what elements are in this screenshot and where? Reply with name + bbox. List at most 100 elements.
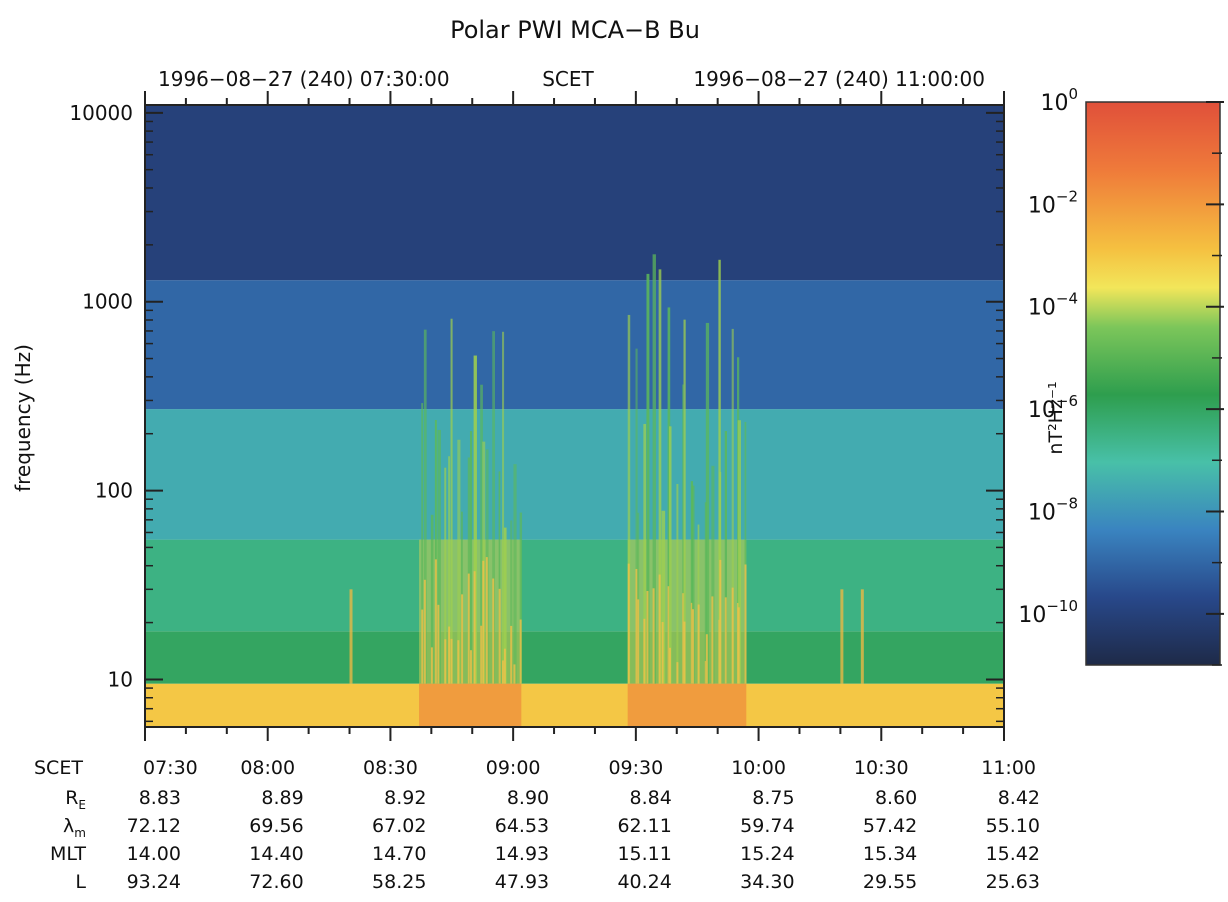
ephemeris-label-time: SCET bbox=[34, 757, 83, 779]
emission-streak-low bbox=[519, 619, 522, 684]
ephemeris-value: 8.84 bbox=[630, 787, 672, 809]
emission-streak-low bbox=[421, 609, 424, 684]
colorbar-tick-label: 10−2 bbox=[1028, 187, 1078, 218]
spectral-band-3 bbox=[145, 409, 1004, 540]
ephemeris-time-value: 09:00 bbox=[486, 757, 541, 779]
ephemeris-value: 69.56 bbox=[249, 815, 303, 837]
emission-streak-low bbox=[503, 648, 506, 684]
axes: 10 100 1000 10000 bbox=[69, 91, 1005, 741]
ephemeris-value: 15.42 bbox=[986, 843, 1040, 865]
emission-streak bbox=[423, 329, 427, 684]
plot-frame bbox=[144, 104, 1005, 728]
emission-streak-low bbox=[690, 602, 693, 684]
colorbar-tick-exponent: 0 bbox=[1068, 85, 1078, 103]
emission-streak bbox=[661, 510, 666, 684]
top-time-end: 1996−08−27 (240) 11:00:00 bbox=[693, 67, 985, 91]
emission-streak-low bbox=[744, 564, 747, 684]
emission-streak-low bbox=[510, 625, 513, 684]
emission-streak-low bbox=[643, 618, 646, 684]
emission-streak bbox=[652, 254, 656, 684]
emission-streak-low bbox=[737, 607, 740, 684]
emission-streak bbox=[697, 524, 700, 684]
ephemeris-value: 8.42 bbox=[998, 787, 1040, 809]
isolated-spike-0 bbox=[349, 589, 353, 684]
colorbar-tick-label: 10−4 bbox=[1028, 290, 1078, 321]
activity-core-1 bbox=[627, 683, 747, 727]
ephemeris-value: 40.24 bbox=[617, 871, 671, 893]
emission-streak bbox=[705, 322, 710, 684]
emission-streak-low bbox=[473, 571, 476, 684]
emission-streak-low bbox=[697, 604, 700, 684]
colorbar-tick-label: 100 bbox=[1040, 85, 1078, 116]
emission-streak bbox=[683, 319, 686, 684]
isolated-spike-2 bbox=[860, 589, 864, 684]
ephemeris-value: 72.60 bbox=[249, 871, 303, 893]
ephemeris-time-value: 08:30 bbox=[363, 757, 418, 779]
top-time-center: SCET bbox=[542, 67, 594, 91]
emission-streak-low bbox=[683, 621, 686, 684]
emission-streak bbox=[473, 355, 477, 684]
emission-streak bbox=[434, 420, 437, 684]
y-tick-label: 10000 bbox=[69, 101, 133, 125]
ephemeris-value: 67.02 bbox=[372, 815, 426, 837]
y-tick-label: 100 bbox=[95, 479, 133, 503]
emission-streak-low bbox=[646, 590, 649, 684]
emission-streak-low bbox=[676, 662, 679, 684]
emission-streak-low bbox=[461, 594, 464, 684]
ephemeris-time-value: 10:00 bbox=[731, 757, 786, 779]
ephemeris-value: 14.70 bbox=[372, 843, 426, 865]
colorbar bbox=[1085, 101, 1221, 666]
emission-streak-low bbox=[719, 559, 722, 684]
emission-streak bbox=[691, 485, 695, 684]
emission-streak bbox=[643, 423, 647, 684]
emission-streak bbox=[658, 269, 662, 684]
emission-streak-low bbox=[658, 574, 661, 684]
colorbar-tick-exponent: −6 bbox=[1056, 392, 1078, 410]
ephemeris-value: 55.10 bbox=[986, 815, 1040, 837]
emission-streak bbox=[492, 331, 496, 684]
ephemeris-row-label: RE bbox=[65, 787, 86, 812]
colorbar-tick-exponent: −4 bbox=[1056, 290, 1078, 308]
emission-streak bbox=[668, 426, 672, 684]
ephemeris-value: 47.93 bbox=[495, 871, 549, 893]
ephemeris-value: 72.12 bbox=[127, 815, 181, 837]
emission-streak bbox=[469, 431, 473, 684]
ephemeris-value: 15.34 bbox=[863, 843, 917, 865]
emission-streak bbox=[450, 318, 453, 684]
emission-streak-low bbox=[492, 578, 495, 684]
emission-streak bbox=[724, 431, 727, 684]
emission-streak bbox=[437, 429, 441, 684]
emission-streak-low bbox=[482, 560, 485, 684]
ephemeris-value: 34.30 bbox=[740, 871, 794, 893]
colorbar-tick-exponent: −8 bbox=[1056, 494, 1078, 512]
ephemeris-value: 57.42 bbox=[863, 815, 917, 837]
emission-streak-low bbox=[705, 634, 708, 684]
colorbar-tick-exponent: −10 bbox=[1046, 597, 1078, 615]
emission-streak bbox=[457, 439, 461, 684]
ephemeris-value: 93.24 bbox=[127, 871, 181, 893]
ephemeris-value: 62.11 bbox=[617, 815, 671, 837]
ephemeris-time-value: 11:00 bbox=[981, 757, 1036, 779]
emission-streak-low bbox=[480, 625, 483, 684]
ephemeris-row-label-sub: E bbox=[78, 798, 86, 812]
emission-streak bbox=[498, 471, 501, 684]
ephemeris-row-label: MLT bbox=[50, 843, 86, 865]
emission-streak bbox=[718, 259, 721, 684]
emission-streak-low bbox=[450, 638, 453, 684]
spectral-band-2 bbox=[145, 539, 1004, 632]
emission-streak-low bbox=[423, 579, 426, 684]
emission-streak bbox=[690, 481, 694, 684]
spectral-band-1 bbox=[145, 631, 1004, 684]
emission-streak-low bbox=[444, 639, 447, 684]
ephemeris-value: 59.74 bbox=[740, 815, 794, 837]
emission-streak bbox=[682, 384, 684, 684]
emission-streak bbox=[711, 465, 715, 684]
emission-streak-low bbox=[724, 597, 727, 684]
ephemeris-value: 14.40 bbox=[249, 843, 303, 865]
ephemeris-table: SCET 07:30 08:00 08:30 09:00 09:30 10:00 10:30 1… bbox=[34, 757, 1040, 893]
emission-streak bbox=[480, 384, 483, 684]
ephemeris-value: 8.90 bbox=[507, 787, 549, 809]
emission-streak bbox=[635, 348, 638, 684]
ephemeris-value: 8.92 bbox=[384, 787, 426, 809]
